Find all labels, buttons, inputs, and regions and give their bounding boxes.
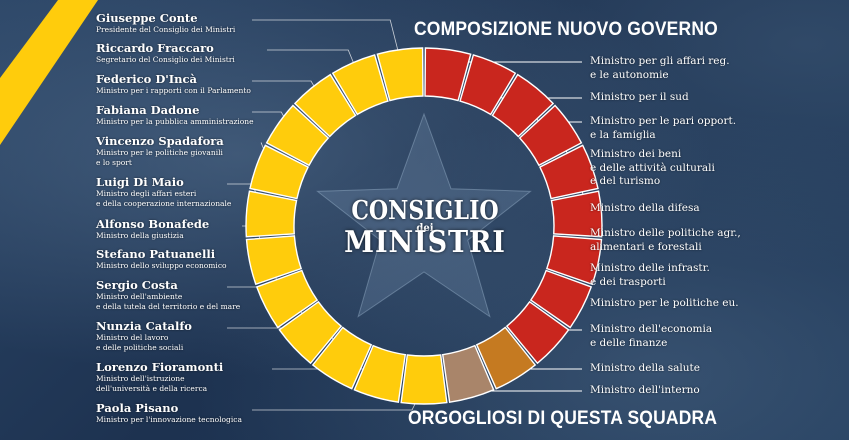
portfolio-label: Ministro dell'interno	[590, 384, 700, 396]
minister-name: Sergio Costa	[96, 278, 178, 292]
ring-segment-minister	[265, 104, 330, 167]
minister-entry: Vincenzo Spadafora Ministro per le polit…	[96, 135, 296, 167]
minister-name: Paola Pisano	[96, 401, 179, 415]
minister-name: Riccardo Fraccaro	[96, 41, 214, 55]
minister-name: Fabiana Dadone	[96, 103, 200, 117]
minister-entry: Sergio Costa Ministro dell'ambiente e de…	[96, 279, 296, 311]
minister-role: Ministro dello sviluppo economico	[96, 261, 227, 270]
ring-segment-minister	[400, 354, 448, 405]
minister-entry: Lorenzo Fioramonti Ministro dell'istruzi…	[96, 361, 296, 393]
minister-role: Ministro dell'ambiente e della tutela de…	[96, 292, 241, 311]
minister-name: Giuseppe Conte	[96, 11, 198, 25]
minister-name: Luigi Di Maio	[96, 175, 184, 189]
ring-segment-portfolio	[441, 344, 495, 403]
ring-segment-portfolio	[475, 326, 537, 390]
minister-entry: Nunzia Catalfo Ministro del lavoro e del…	[96, 320, 296, 352]
portfolio-label: Ministro delle infrastr. e dei trasporti	[590, 262, 710, 288]
portfolio-label: Ministro delle politiche agr., alimentar…	[590, 227, 741, 253]
ring-segment-minister	[245, 190, 298, 238]
minister-role: Ministro per le politiche giovanili e lo…	[96, 148, 223, 167]
ring-segment-portfolio	[459, 54, 517, 116]
ring-segment-minister	[255, 269, 319, 329]
minister-name: Lorenzo Fioramonti	[96, 360, 224, 374]
minister-entry: Stefano Patuanelli Ministro dello svilup…	[96, 248, 296, 271]
minister-name: Federico D'Incà	[96, 72, 198, 86]
minister-entry: Riccardo Fraccaro Segretario del Consigl…	[96, 42, 296, 65]
ring-segment-minister	[353, 344, 407, 403]
portfolio-label: Ministro della salute	[590, 362, 700, 374]
star-icon	[316, 112, 532, 318]
portfolio-label: Ministro dell'economia e delle finanze	[590, 323, 713, 349]
center-title-consiglio: CONSIGLIO	[351, 196, 499, 226]
minister-role: Ministro per la pubblica amministrazione	[96, 117, 254, 126]
minister-role: Ministro degli affari esteri e della coo…	[96, 189, 232, 208]
ring-segment-minister	[376, 47, 424, 102]
ring-segment-minister	[293, 73, 357, 138]
minister-entry: Fabiana Dadone Ministro per la pubblica …	[96, 104, 296, 127]
minister-role: Presidente del Consiglio dei Ministri	[96, 25, 236, 34]
ring-segment-portfolio	[491, 73, 555, 138]
ring-segment-portfolio	[518, 104, 583, 167]
portfolio-label: Ministro per gli affari reg. e le autono…	[590, 55, 730, 81]
ring-segment-minister	[249, 144, 310, 200]
ring-segment-portfolio	[550, 190, 603, 238]
portfolio-label: Ministro per le pari opport. e la famigl…	[590, 115, 737, 141]
minister-name: Alfonso Bonafede	[96, 217, 210, 231]
ring-segment-minister	[278, 300, 343, 365]
minister-name: Stefano Patuanelli	[96, 247, 216, 261]
ring-segments	[245, 47, 603, 405]
headline-composizione: COMPOSIZIONE NUOVO GOVERNO	[414, 19, 718, 40]
center-star-shape	[316, 112, 532, 318]
minister-role: Ministro per i rapporti con il Parlament…	[96, 86, 251, 95]
portfolio-label: Ministro per il sud	[590, 91, 689, 103]
ring-segment-minister	[245, 235, 303, 286]
minister-entry: Federico D'Incà Ministro per i rapporti …	[96, 73, 296, 96]
center-title-ministri: MINISTRI	[344, 225, 506, 260]
minister-entry: Alfonso Bonafede Ministro della giustizi…	[96, 218, 296, 241]
ring-segment-minister	[331, 54, 389, 116]
ring-segment-minister	[311, 326, 373, 390]
minister-role: Ministro della giustizia	[96, 231, 184, 240]
minister-entry: Paola Pisano Ministro per l'innovazione …	[96, 402, 296, 425]
ring-segment-portfolio	[505, 300, 570, 365]
minister-role: Ministro dell'istruzione dell'università…	[96, 374, 208, 393]
minister-name: Nunzia Catalfo	[96, 319, 192, 333]
ring-segment-portfolio	[545, 235, 603, 286]
ring-segment-portfolio	[529, 269, 593, 329]
portfolio-label: Ministro per le politiche eu.	[590, 297, 739, 309]
minister-role: Ministro per l'innovazione tecnologica	[96, 415, 242, 424]
minister-entry: Giuseppe Conte Presidente del Consiglio …	[96, 12, 296, 35]
minister-name: Vincenzo Spadafora	[96, 134, 224, 148]
portfolio-label: Ministro della difesa	[590, 202, 700, 214]
center-title-dei: dei	[416, 223, 434, 234]
headline-orgogliosi: ORGOGLIOSI DI QUESTA SQUADRA	[408, 408, 718, 429]
minister-role: Segretario del Consiglio dei Ministri	[96, 55, 235, 64]
ring-segment-portfolio	[538, 144, 599, 200]
portfolio-label: Ministro dei beni e delle attività cultu…	[590, 148, 715, 187]
ring-segment-portfolio	[424, 47, 472, 102]
minister-entry: Luigi Di Maio Ministro degli affari este…	[96, 176, 296, 208]
minister-role: Ministro del lavoro e delle politiche so…	[96, 333, 184, 352]
